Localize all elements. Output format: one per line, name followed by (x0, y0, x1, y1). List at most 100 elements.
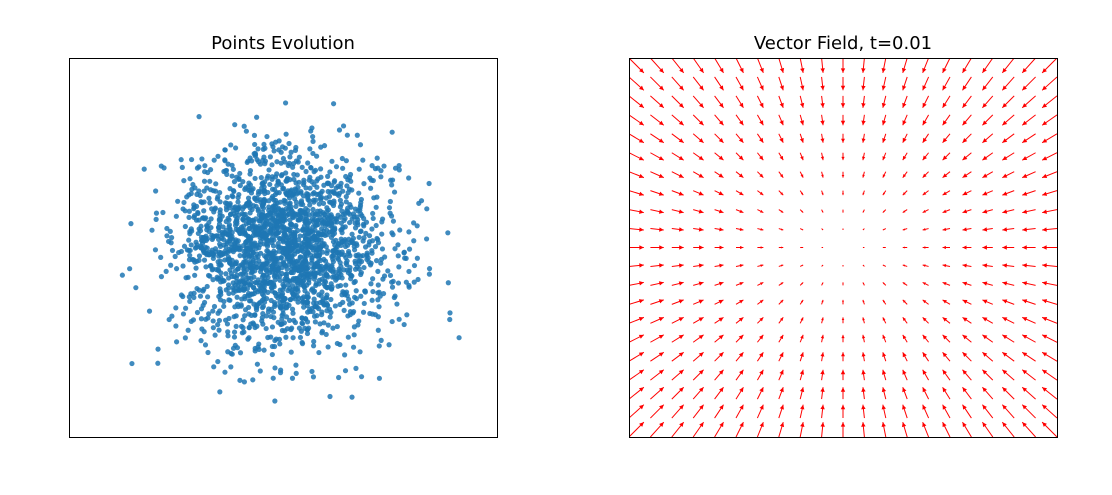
scatter-point (182, 335, 188, 341)
vector-arrow (942, 152, 951, 161)
scatter-point (221, 303, 227, 309)
vector-arrow (735, 76, 744, 91)
vector-arrow (982, 351, 994, 362)
vector-arrow (650, 281, 664, 286)
scatter-point (389, 284, 396, 290)
scatter-point (406, 268, 412, 275)
scatter-point (397, 227, 403, 233)
vector-arrow (692, 95, 704, 109)
scatter-point (279, 172, 285, 178)
scatter-point (291, 176, 297, 182)
scatter-point (325, 248, 331, 254)
vector-arrow (1001, 114, 1015, 126)
vector-arrow (692, 351, 704, 362)
vector-arrow (861, 95, 866, 108)
scatter-point (325, 322, 331, 328)
scatter-point (267, 222, 274, 228)
vector-arrow (982, 114, 994, 126)
vector-arrow (840, 387, 846, 400)
vector-arrow (1041, 404, 1057, 419)
vector-arrow (942, 114, 951, 126)
vector-arrow (1021, 334, 1036, 343)
scatter-point (252, 141, 258, 148)
vector-arrow (692, 316, 704, 324)
scatter-point (169, 313, 175, 319)
scatter-point (301, 177, 307, 183)
scatter-point (269, 343, 275, 350)
scatter-point (339, 292, 345, 298)
scatter-point (297, 233, 303, 239)
scatter-point (271, 253, 277, 259)
scatter-point (278, 149, 284, 155)
scatter-point (261, 288, 268, 294)
scatter-point (264, 237, 270, 243)
scatter-point (210, 318, 216, 324)
scatter-point (296, 295, 302, 301)
scatter-point (254, 225, 260, 231)
scatter-point (229, 193, 235, 199)
vector-arrow (962, 299, 972, 305)
vector-arrow (714, 245, 724, 250)
scatter-point (260, 272, 267, 279)
vector-arrow (881, 369, 887, 381)
scatter-point (181, 178, 187, 184)
vector-field-title: Vector Field, t=0.01 (754, 33, 932, 54)
scatter-point (196, 287, 202, 293)
vector-arrow (982, 334, 994, 343)
vector-arrow (778, 352, 784, 362)
scatter-point (216, 221, 223, 227)
scatter-point (298, 247, 304, 254)
scatter-point (315, 208, 321, 214)
scatter-point (324, 215, 331, 221)
scatter-point (353, 365, 359, 371)
scatter-point (232, 122, 238, 128)
scatter-point (216, 327, 222, 333)
scatter-point (314, 153, 320, 159)
vector-arrow (922, 152, 929, 161)
vector-arrow (1041, 114, 1057, 126)
vector-arrow (982, 58, 994, 74)
scatter-point (304, 319, 311, 325)
scatter-point (133, 285, 139, 291)
scatter-point (375, 327, 381, 333)
scatter-point (178, 157, 184, 163)
scatter-point (204, 283, 210, 290)
scatter-point (304, 330, 311, 337)
scatter-point (349, 231, 355, 237)
scatter-point (237, 253, 243, 259)
vector-arrow (1021, 114, 1036, 126)
scatter-point (376, 375, 383, 381)
vector-arrow (962, 404, 972, 419)
scatter-point (340, 188, 346, 194)
scatter-point (201, 199, 207, 205)
scatter-point (260, 224, 266, 230)
vector-arrow (757, 281, 764, 286)
vector-arrow (799, 209, 804, 213)
vector-arrow (671, 299, 684, 305)
scatter-point (340, 224, 346, 230)
scatter-point (426, 271, 432, 277)
scatter-point (275, 225, 281, 231)
scatter-point (290, 277, 296, 283)
scatter-point (331, 189, 337, 196)
vector-arrow (1042, 209, 1057, 214)
scatter-point (164, 225, 170, 232)
vector-arrow (1022, 263, 1036, 268)
scatter-point (241, 227, 248, 234)
scatter-point (315, 263, 321, 269)
scatter-point (303, 211, 309, 217)
vector-arrow (757, 317, 764, 324)
scatter-point (180, 293, 186, 300)
scatter-point (390, 278, 396, 284)
vector-arrow (902, 317, 908, 324)
scatter-point (304, 260, 310, 267)
vector-arrow (714, 133, 724, 144)
scatter-point (293, 203, 299, 210)
scatter-point (224, 321, 231, 327)
scatter-point (172, 253, 178, 260)
vector-arrow (982, 171, 994, 179)
vector-arrow (1041, 386, 1057, 400)
vector-arrow (982, 95, 994, 109)
scatter-point (356, 166, 362, 172)
scatter-point (261, 188, 268, 194)
